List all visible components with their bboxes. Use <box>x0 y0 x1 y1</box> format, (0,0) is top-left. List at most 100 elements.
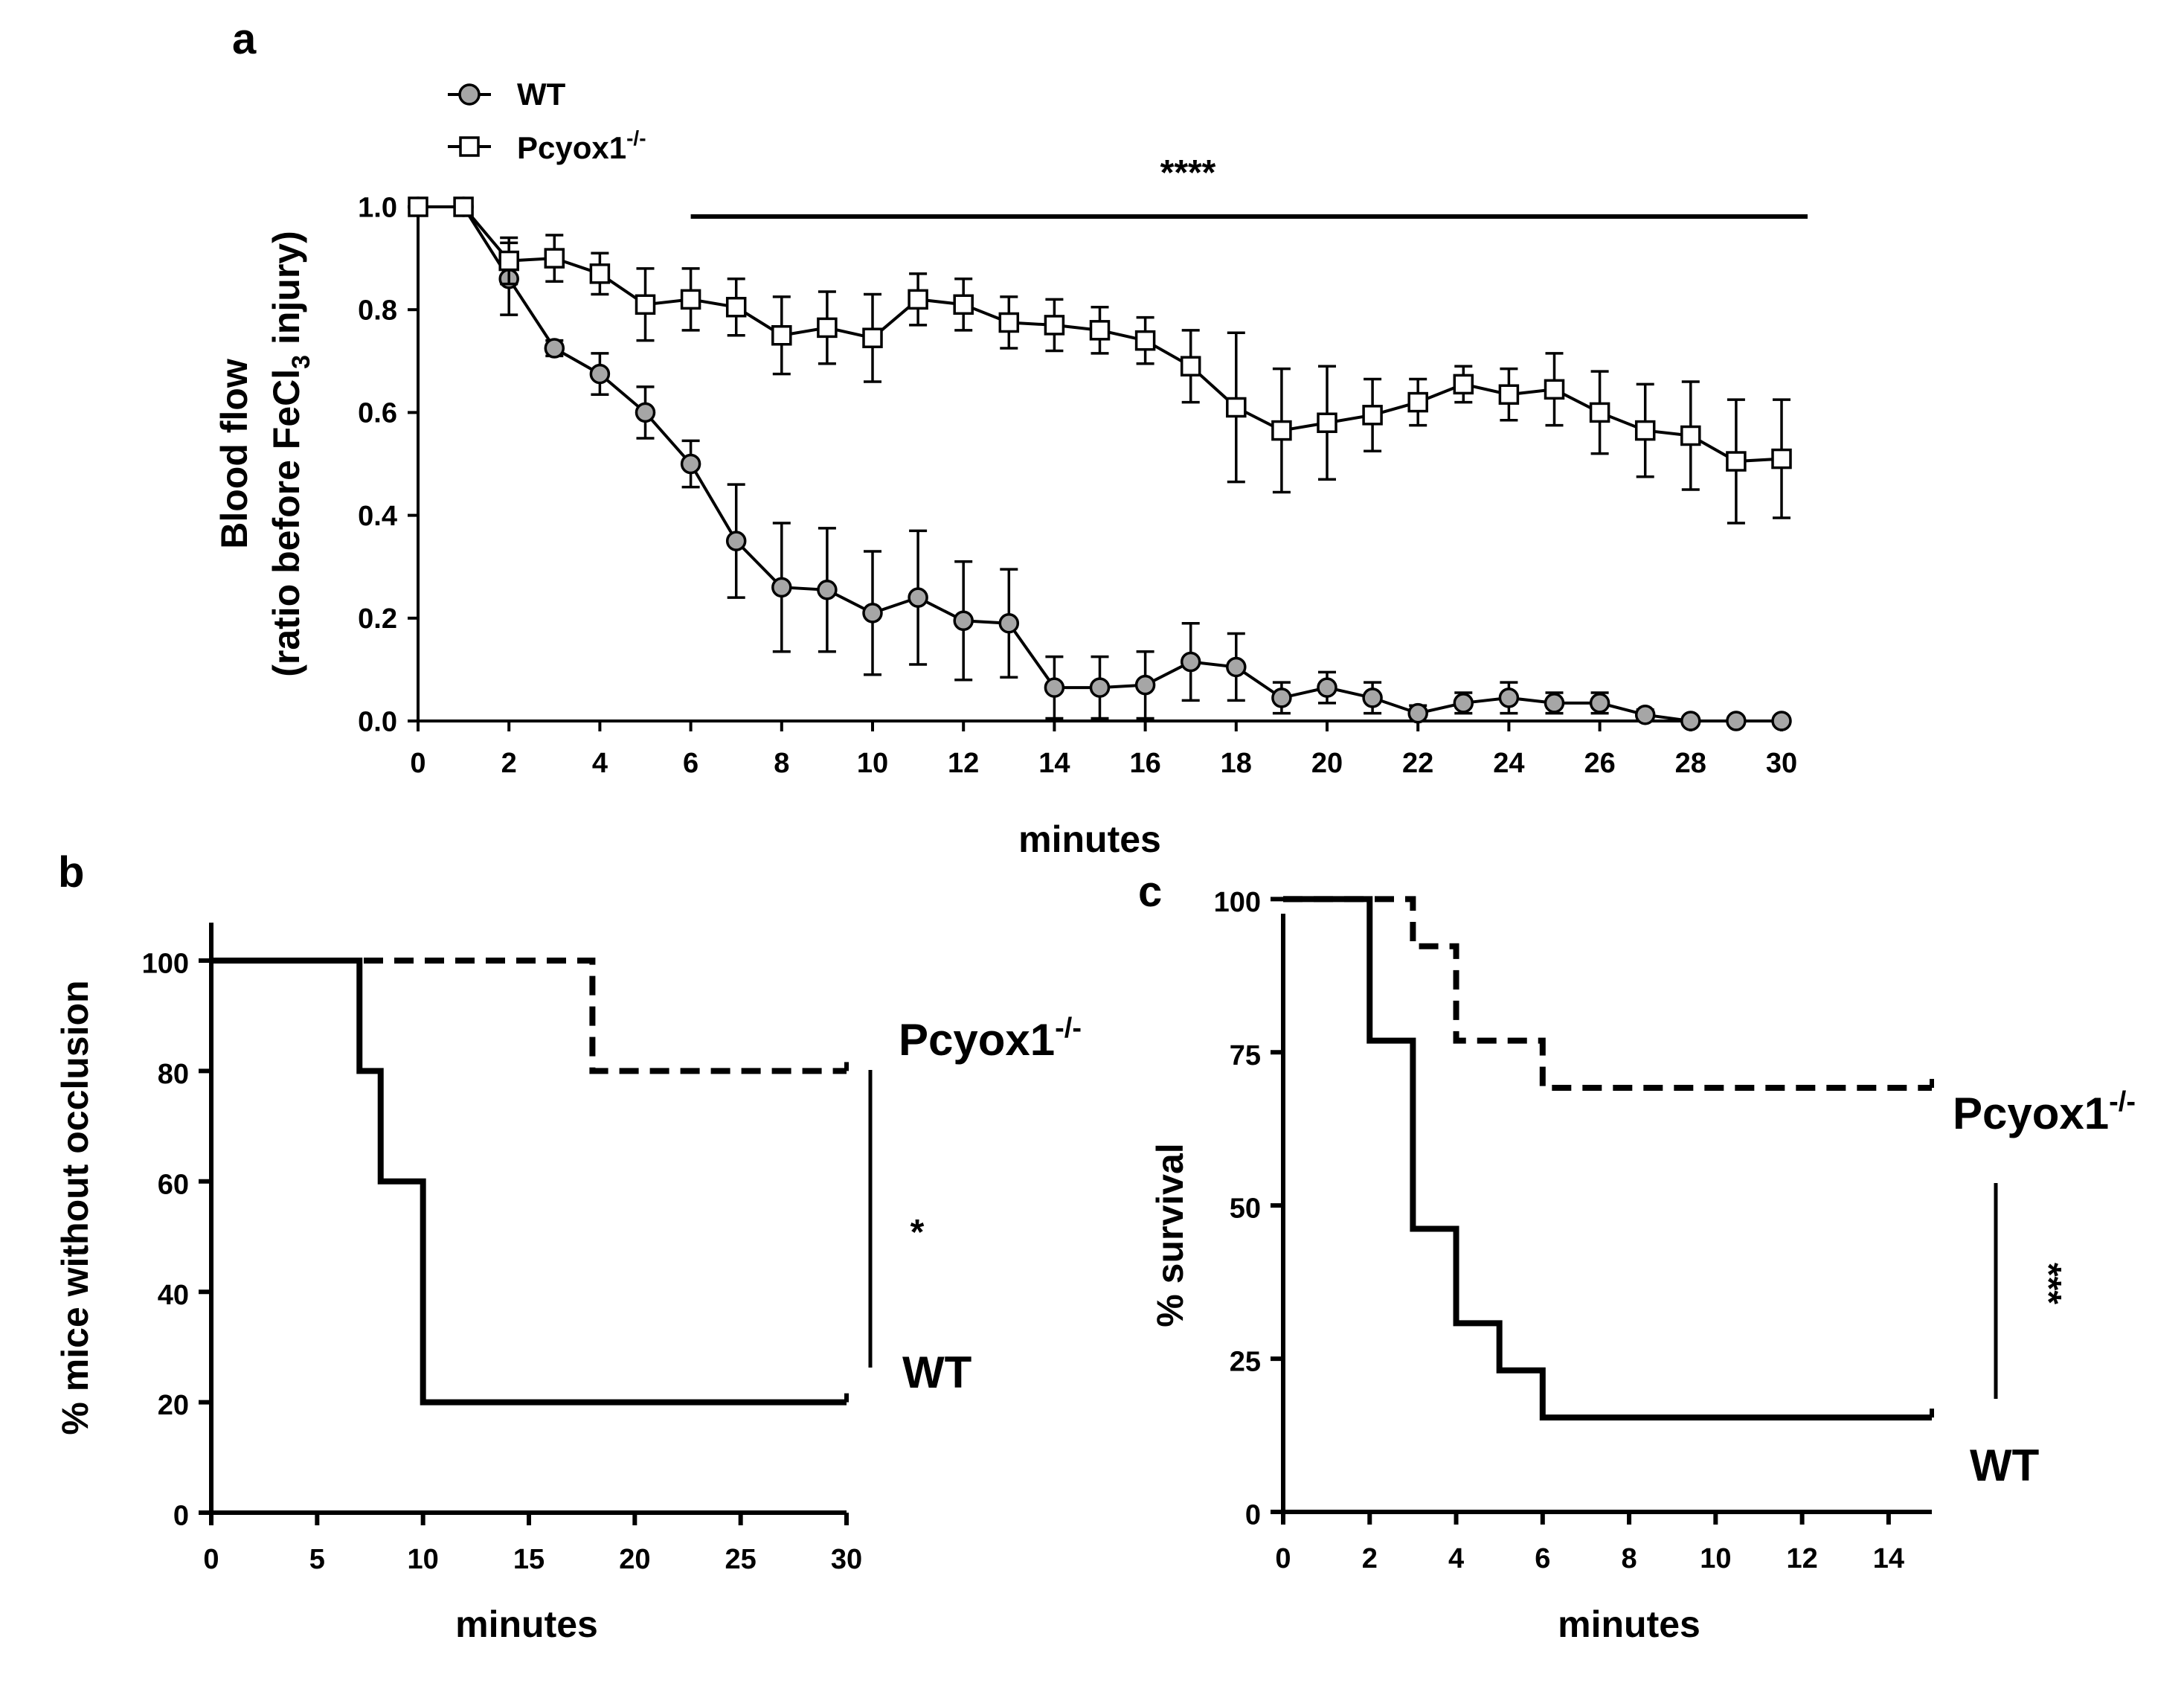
panel-a-x-tick-label: 10 <box>857 748 888 779</box>
panel-c-x-tick-label: 6 <box>1535 1543 1550 1574</box>
panel-c-y-tick-label: 25 <box>1230 1347 1261 1378</box>
panel-a-x-tick-label: 18 <box>1221 748 1252 779</box>
panel-a-point-pcyox1 <box>453 196 474 217</box>
panel-a-point-wt <box>1407 702 1428 724</box>
panel-b-axes: 0 5 10 15 20 25 30 0 20 40 60 80 100 <box>142 923 862 1575</box>
panel-a-point-wt <box>817 580 838 600</box>
panel-c-significance-label: *** <box>2029 1263 2068 1304</box>
panel-b-step-wt <box>211 958 847 1406</box>
panel-c-x-tick-label: 12 <box>1786 1543 1817 1574</box>
legend-ko-marker <box>459 136 480 157</box>
panel-a-significance-label: **** <box>1160 153 1216 193</box>
panel-a-point-wt <box>1089 677 1111 698</box>
panel-a: a WT Pcyox1-/- **** 0 2 4 6 8 10 12 14 16 18 20 22 2… <box>213 15 1808 860</box>
panel-a-point-pcyox1 <box>862 327 883 348</box>
panel-a-point-pcyox1 <box>1771 448 1792 469</box>
legend-wt-marker <box>458 83 481 106</box>
panel-a-x-tick-label: 24 <box>1493 748 1524 779</box>
panel-a-point-wt <box>1317 677 1337 698</box>
panel-b-step-pcyox1 <box>211 958 847 1074</box>
panel-a-point-pcyox1 <box>817 317 838 339</box>
panel-a-point-pcyox1 <box>1498 384 1520 405</box>
panel-c-step-wt <box>1283 896 1932 1421</box>
panel-a-x-tick-label: 14 <box>1038 748 1070 779</box>
panel-b-y-axis-title: % mice without occlusion <box>54 980 96 1435</box>
panel-a-x-tick-label: 4 <box>592 748 608 779</box>
panel-a-point-wt <box>1362 688 1383 708</box>
panel-b-x-tick-label: 5 <box>309 1544 325 1575</box>
panel-a-point-wt <box>1589 693 1610 714</box>
panel-a-point-wt <box>544 338 565 359</box>
panel-c-y-axis-title: % survival <box>1149 1143 1191 1327</box>
panel-b-y-tick-label: 20 <box>158 1390 189 1421</box>
panel-a-point-pcyox1 <box>953 294 974 315</box>
panel-a-point-pcyox1 <box>1680 425 1701 446</box>
panel-a-series-line-wt <box>418 205 1782 722</box>
panel-a-point-wt <box>1771 711 1792 731</box>
panel-a-x-tick-label: 20 <box>1311 748 1343 779</box>
panel-a-point-wt <box>1453 693 1474 714</box>
panel-b-x-tick-label: 15 <box>513 1544 545 1575</box>
panel-a-y-tick-label: 0.4 <box>358 501 397 532</box>
panel-a-point-pcyox1 <box>1726 451 1747 472</box>
panel-a-point-wt <box>1226 656 1247 678</box>
panel-c-x-tick-label: 8 <box>1621 1543 1637 1574</box>
panel-a-x-tick-label: 6 <box>683 748 698 779</box>
panel-a-point-wt <box>1634 704 1656 725</box>
panel-b-x-axis-title: minutes <box>455 1603 598 1645</box>
panel-c-step-pcyox1 <box>1283 896 1932 1092</box>
panel-c-x-tick-label: 14 <box>1873 1543 1904 1574</box>
panel-b-y-tick-label: 0 <box>173 1501 189 1532</box>
panel-c-y-tick-label: 0 <box>1245 1500 1261 1531</box>
panel-a-point-wt <box>1498 688 1520 708</box>
panel-a-x-tick-label: 30 <box>1766 748 1797 779</box>
panel-a-point-wt <box>725 531 747 551</box>
panel-b-y-tick-label: 60 <box>158 1169 189 1200</box>
panel-a-legend: WT Pcyox1-/- <box>448 77 646 165</box>
panel-a-point-wt <box>1134 674 1156 696</box>
panel-a-axes: 0 2 4 6 8 10 12 14 16 18 20 22 24 26 28 300.00.20.40.60… <box>358 192 1797 779</box>
panel-a-point-wt <box>862 603 883 624</box>
panel-a-y-tick-label: 0.2 <box>358 603 397 635</box>
panel-b-x-tick-label: 25 <box>725 1544 757 1575</box>
panel-a-point-pcyox1 <box>1589 402 1610 423</box>
panel-b-letter: b <box>58 848 84 897</box>
panel-a-x-tick-label: 22 <box>1402 748 1433 779</box>
panel-a-point-pcyox1 <box>544 248 565 269</box>
panel-c-label-pcyox1: Pcyox1-/- <box>1953 1086 2136 1138</box>
panel-a-x-tick-label: 26 <box>1584 748 1615 779</box>
panel-a-point-pcyox1 <box>1180 356 1201 376</box>
panel-a-point-wt <box>1044 677 1065 698</box>
panel-a-point-wt <box>908 587 928 608</box>
panel-c-x-tick-label: 2 <box>1362 1543 1378 1574</box>
panel-c-x-tick-label: 4 <box>1448 1543 1464 1574</box>
panel-a-point-pcyox1 <box>1089 320 1111 341</box>
panel-a-point-pcyox1 <box>1634 420 1656 441</box>
panel-a-point-wt <box>1271 688 1292 708</box>
panel-a-point-pcyox1 <box>1407 391 1428 413</box>
panel-a-point-wt <box>1680 711 1701 731</box>
panel-b-y-tick-label: 40 <box>158 1280 189 1311</box>
panel-a-series <box>408 196 1792 731</box>
panel-c-x-tick-label: 10 <box>1700 1543 1731 1574</box>
panel-c-series <box>1283 896 1934 1421</box>
legend-wt-label: WT <box>517 77 566 112</box>
panel-a-point-wt <box>771 577 792 598</box>
panel-a-x-axis-title: minutes <box>1018 818 1161 860</box>
panel-a-point-wt <box>589 363 611 385</box>
panel-a-y-tick-label: 0.0 <box>358 706 397 737</box>
panel-a-y-axis-title-line1: Blood flow <box>213 359 255 549</box>
panel-c-x-axis-title: minutes <box>1558 1603 1700 1645</box>
panel-a-x-tick-label: 8 <box>774 748 789 779</box>
panel-b-series <box>211 958 849 1406</box>
panel-b-y-tick-label: 80 <box>158 1059 189 1090</box>
panel-a-y-tick-label: 0.6 <box>358 398 397 429</box>
panel-b-label-wt: WT <box>902 1347 971 1397</box>
panel-a-point-pcyox1 <box>408 196 428 217</box>
panel-b-x-tick-label: 30 <box>831 1544 862 1575</box>
panel-a-point-pcyox1 <box>680 289 701 310</box>
panel-a-point-pcyox1 <box>635 294 656 315</box>
panel-a-x-tick-label: 28 <box>1675 748 1706 779</box>
